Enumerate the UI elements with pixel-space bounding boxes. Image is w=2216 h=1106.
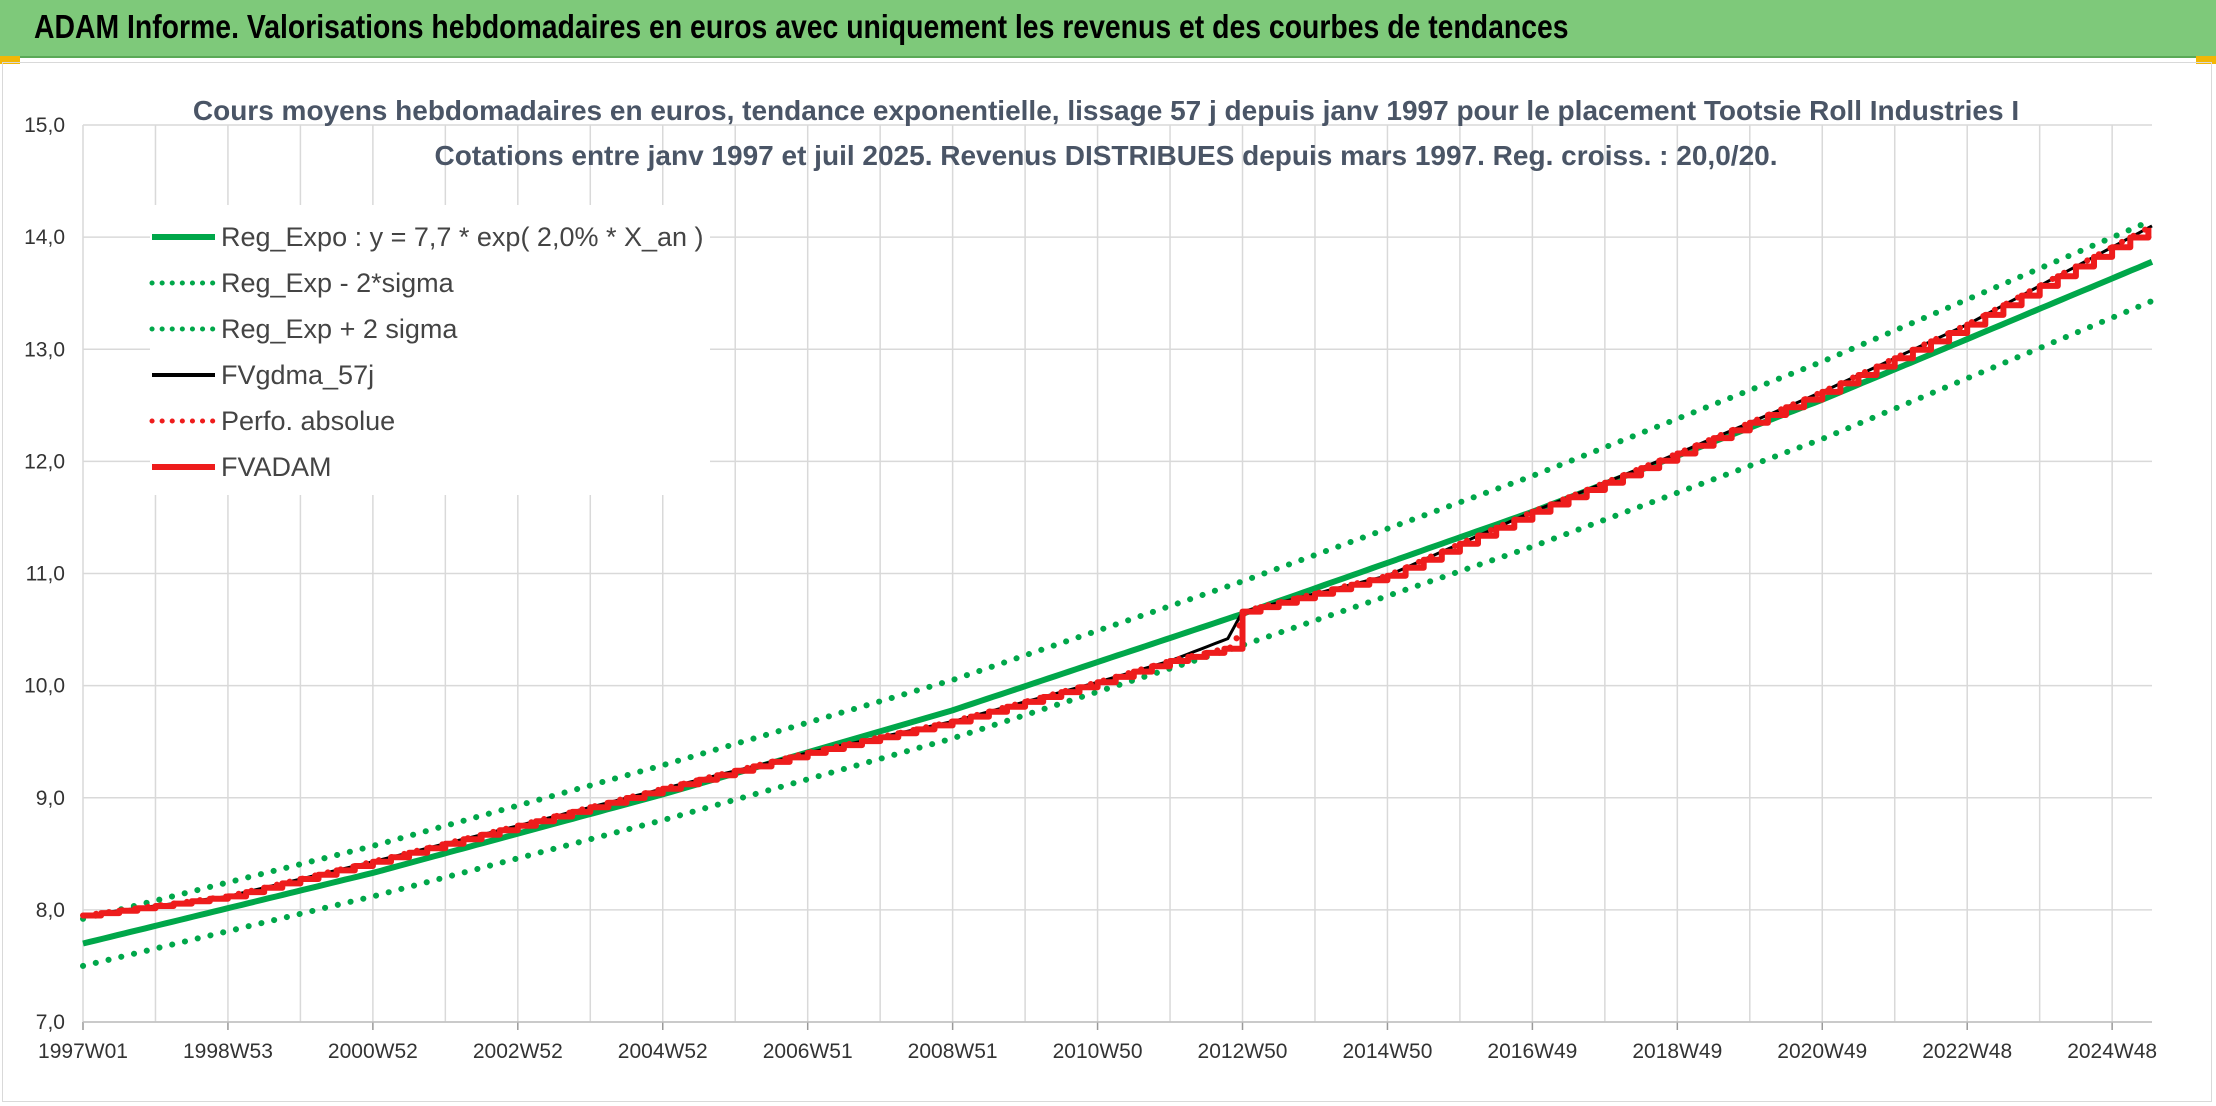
- x-axis-ticks: 1997W01 1998W53 2000W52 2002W52 2004W52 2006W…: [38, 1021, 2157, 1063]
- x-tick-label: 2022W48: [1922, 1040, 2012, 1063]
- series-line-0: [82, 259, 2154, 947]
- series-line-1: [80, 298, 2155, 969]
- legend-label-2: Reg_Exp + 2 sigma: [221, 314, 458, 344]
- legend-label-3: FVgdma_57j: [221, 360, 374, 390]
- header-banner: ADAM Informe. Valorisations hebdomadaire…: [0, 0, 2216, 58]
- y-tick-label: 8,0: [36, 899, 65, 922]
- legend-label-1: Reg_Exp - 2*sigma: [221, 268, 455, 298]
- x-tick-label: 2000W52: [328, 1040, 418, 1063]
- y-tick-label: 14,0: [24, 226, 65, 249]
- x-tick-label: 2006W51: [763, 1040, 853, 1063]
- y-tick-label: 15,0: [24, 114, 65, 137]
- chart-subtitle: Cotations entre janv 1997 et juil 2025. …: [435, 140, 1778, 171]
- x-tick-label: 2016W49: [1487, 1040, 1577, 1063]
- series-line-2: [80, 217, 2155, 922]
- x-tick-label: 2018W49: [1632, 1040, 1722, 1063]
- series-lines: [80, 217, 2155, 969]
- x-tick-label: 2012W50: [1198, 1040, 1288, 1063]
- x-tick-label: 1997W01: [38, 1040, 128, 1063]
- y-tick-label: 13,0: [24, 338, 65, 361]
- legend-label-4: Perfo. absolue: [221, 406, 395, 436]
- x-tick-label: 2004W52: [618, 1040, 708, 1063]
- legend: Reg_Expo : y = 7,7 * exp( 2,0% * X_an ) R…: [149, 222, 704, 482]
- legend-label-0: Reg_Expo : y = 7,7 * exp( 2,0% * X_an ): [221, 222, 704, 252]
- y-tick-label: 12,0: [24, 450, 65, 473]
- y-tick-label: 10,0: [24, 675, 65, 698]
- x-tick-label: 2008W51: [908, 1040, 998, 1063]
- x-tick-label: 2002W52: [473, 1040, 563, 1063]
- y-axis-ticks: 7,0 8,0 9,0 10,0 11,0 12,0 13,0 14,0 15,0: [24, 114, 65, 1034]
- y-tick-label: 11,0: [26, 563, 65, 586]
- x-tick-label: 2014W50: [1342, 1040, 1432, 1063]
- series-line-5: [83, 227, 2152, 919]
- y-tick-label: 7,0: [36, 1011, 65, 1034]
- chart-frame: [2, 62, 2212, 1102]
- chart-title: Cours moyens hebdomadaires en euros, ten…: [193, 95, 2019, 126]
- x-tick-label: 1998W53: [183, 1040, 273, 1063]
- x-tick-label: 2024W48: [2067, 1040, 2157, 1063]
- x-tick-label: 2010W50: [1053, 1040, 1143, 1063]
- legend-label-5: FVADAM: [221, 452, 332, 482]
- x-tick-label: 2020W49: [1777, 1040, 1867, 1063]
- y-tick-label: 9,0: [36, 787, 65, 810]
- corner-accent-right: [2196, 56, 2216, 64]
- legend-background: [150, 205, 710, 495]
- corner-accent-left: [0, 56, 20, 64]
- page-title: ADAM Informe. Valorisations hebdomadaire…: [34, 8, 1569, 45]
